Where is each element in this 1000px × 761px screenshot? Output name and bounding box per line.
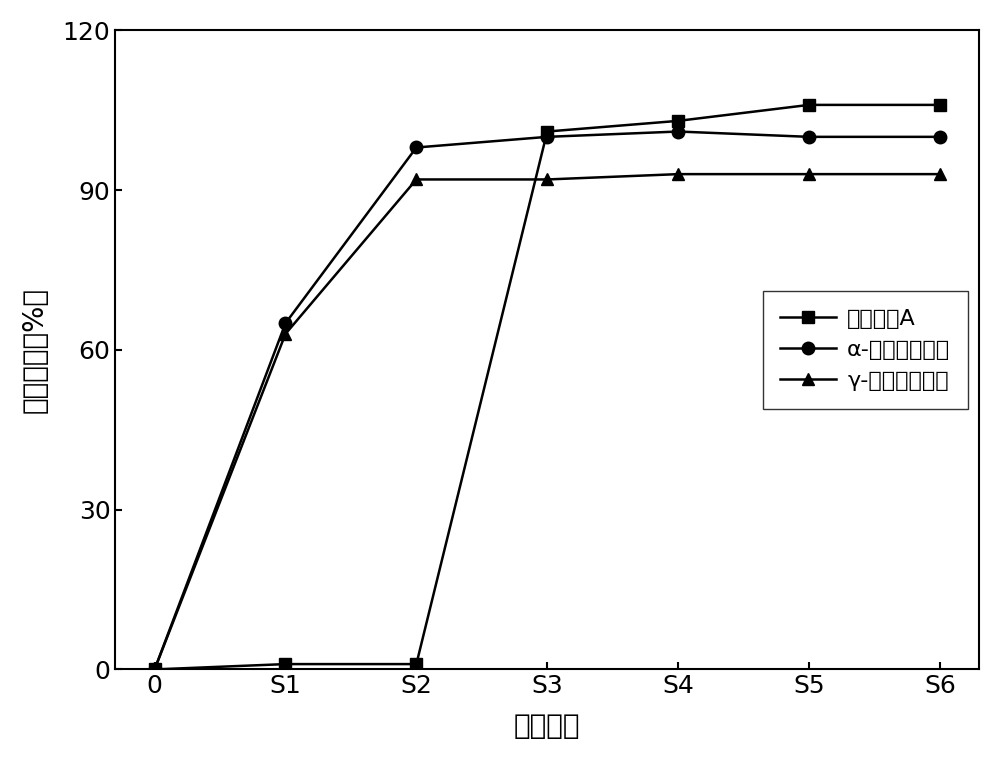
α-六溡环十二烷: [149, 665, 161, 674]
四溡双酝A: [149, 665, 161, 674]
γ-六溡环十二烷: [934, 170, 946, 179]
Line: α-六溡环十二烷: α-六溡环十二烷: [148, 126, 946, 676]
γ-六溡环十二烷: [803, 170, 815, 179]
四溡双酝A: [803, 100, 815, 110]
α-六溡环十二烷: [934, 132, 946, 142]
四溡双酝A: [279, 660, 291, 669]
γ-六溡环十二烷: [672, 170, 684, 179]
四溡双酝A: [672, 116, 684, 126]
α-六溡环十二烷: [279, 319, 291, 328]
X-axis label: 淡洗步骤: 淡洗步骤: [514, 712, 580, 740]
四溡双酝A: [934, 100, 946, 110]
Legend: 四溡双酝A, α-六溡环十二烷, γ-六溡环十二烷: 四溡双酝A, α-六溡环十二烷, γ-六溡环十二烷: [763, 291, 968, 409]
α-六溡环十二烷: [410, 143, 422, 152]
Line: 四溡双酝A: 四溡双酝A: [148, 99, 946, 676]
α-六溡环十二烷: [803, 132, 815, 142]
Y-axis label: 淡洗效率（%）: 淡洗效率（%）: [21, 287, 49, 413]
γ-六溡环十二烷: [149, 665, 161, 674]
α-六溡环十二烷: [672, 127, 684, 136]
四溡双酝A: [410, 660, 422, 669]
γ-六溡环十二烷: [279, 330, 291, 339]
γ-六溡环十二烷: [410, 175, 422, 184]
四溡双酝A: [541, 127, 553, 136]
γ-六溡环十二烷: [541, 175, 553, 184]
α-六溡环十二烷: [541, 132, 553, 142]
Line: γ-六溡环十二烷: γ-六溡环十二烷: [148, 168, 946, 676]
